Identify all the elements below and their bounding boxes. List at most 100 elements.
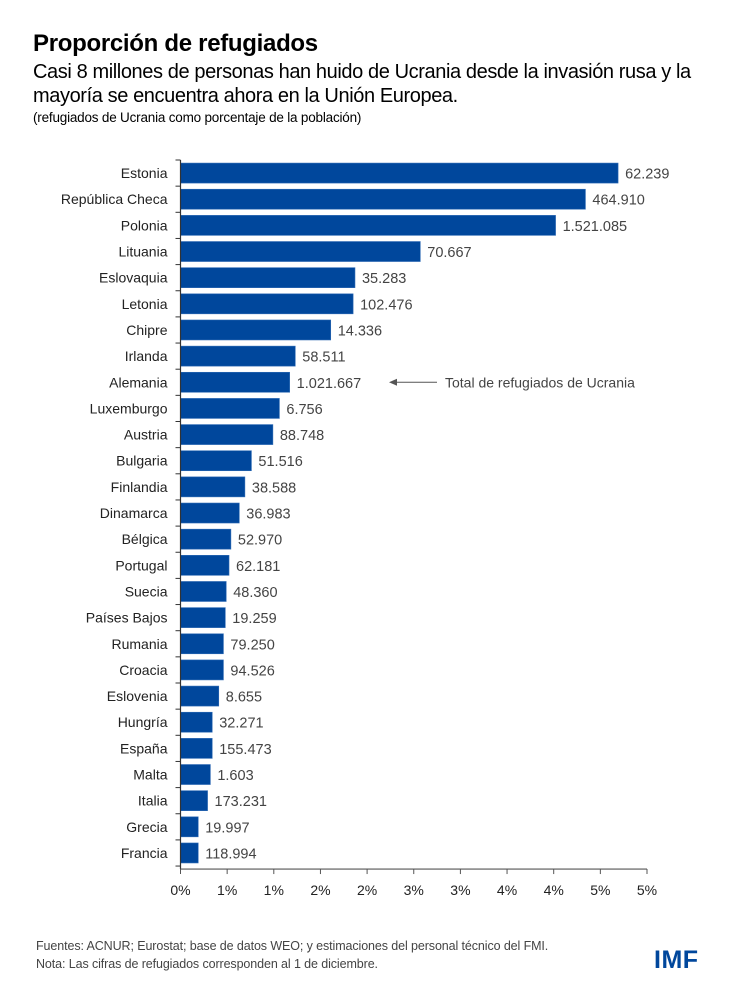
- bar-9: [180, 398, 280, 419]
- bar-18: [180, 633, 224, 655]
- imf-logo: IMF: [654, 946, 699, 974]
- bar-chart: Estonia República Checa Polonia Lituania Esl…: [61, 159, 669, 898]
- bar-12: [180, 476, 246, 498]
- bar-14: [180, 528, 232, 550]
- x-tick-label: 4%: [544, 882, 564, 898]
- category-label: Estonia: [121, 165, 168, 181]
- annotation-group: Total de refugiados de Ucrania: [389, 374, 635, 390]
- x-tick-label: 5%: [590, 882, 610, 898]
- category-label: Países Bajos: [86, 610, 168, 626]
- category-label: Chipre: [126, 322, 167, 338]
- category-label: Eslovaquia: [99, 270, 168, 286]
- category-label: Austria: [124, 427, 168, 443]
- data-label: 70.667: [427, 245, 471, 261]
- category-labels: Estonia República Checa Polonia Lituania Esl…: [61, 165, 168, 861]
- data-label: 51.516: [258, 454, 302, 470]
- data-label: 36.983: [246, 507, 290, 523]
- data-label: 464.910: [592, 193, 644, 209]
- sources-note: Fuentes: ACNUR; Eurostat; base de datos …: [36, 939, 549, 953]
- data-label: 38.588: [252, 480, 296, 496]
- bar-8: [180, 371, 290, 393]
- category-label: República Checa: [61, 191, 168, 207]
- category-label: Polonia: [121, 217, 168, 233]
- axes: 0% 1% 1% 2% 2% 3% 3% 4% 4% 5% 5%: [170, 159, 657, 898]
- bar-0: [180, 162, 619, 184]
- x-tick-label: 3%: [450, 882, 470, 898]
- arrow-left-icon: [389, 378, 397, 386]
- data-label: 1.521.085: [563, 219, 628, 235]
- data-label: 102.476: [360, 297, 412, 313]
- annotation-text: Total de refugiados de Ucrania: [445, 374, 635, 390]
- bar-3: [180, 241, 421, 262]
- bar-24: [180, 790, 208, 811]
- data-label: 88.748: [280, 428, 324, 444]
- data-label: 48.360: [233, 585, 277, 601]
- category-label: Italia: [138, 793, 168, 809]
- chart-subtitle: Casi 8 millones de personas han huido de…: [33, 61, 691, 107]
- bar-4: [180, 267, 356, 288]
- x-tick-label: 2%: [310, 882, 330, 898]
- bar-17: [180, 607, 226, 628]
- value-labels: 62.239 464.910 1.521.085 70.667 35.283 102.47…: [205, 167, 669, 863]
- category-label: Malta: [133, 767, 167, 783]
- category-label: Luxemburgo: [90, 400, 168, 416]
- bar-1: [180, 188, 586, 210]
- x-tick-label: 4%: [497, 882, 517, 898]
- category-label: Croacia: [119, 662, 167, 678]
- bar-20: [180, 685, 220, 707]
- category-label: Francia: [121, 845, 168, 861]
- category-label: Bélgica: [122, 531, 168, 547]
- bar-7: [180, 345, 296, 367]
- data-label: 35.283: [362, 271, 406, 287]
- category-label: Eslovenia: [107, 688, 168, 704]
- bar-25: [180, 816, 199, 838]
- data-label: 52.970: [238, 533, 282, 549]
- x-tick-label: 5%: [637, 882, 657, 898]
- data-label: 94.526: [230, 663, 274, 679]
- unit-note: (refugiados de Ucrania como porcentaje d…: [33, 110, 362, 125]
- bar-15: [180, 555, 230, 576]
- category-label: Lituania: [118, 244, 167, 260]
- data-label: 1.021.667: [297, 376, 362, 392]
- category-label: Bulgaria: [116, 453, 168, 469]
- category-label: Rumania: [111, 636, 167, 652]
- bar-2: [180, 215, 556, 236]
- category-label: Letonia: [122, 296, 168, 312]
- bar-21: [180, 711, 213, 733]
- bar-26: [180, 842, 199, 864]
- footer: Fuentes: ACNUR; Eurostat; base de datos …: [36, 937, 548, 973]
- category-label: Portugal: [115, 557, 167, 573]
- bar-5: [180, 293, 354, 315]
- bar-16: [180, 581, 227, 602]
- category-label: Hungría: [118, 714, 168, 730]
- data-label: 6.756: [286, 402, 322, 418]
- category-label: Irlanda: [125, 348, 168, 364]
- bar-6: [180, 319, 332, 341]
- chart-title: Proporción de refugiados: [33, 30, 318, 57]
- data-label: 62.239: [625, 167, 669, 183]
- data-label: 118.994: [205, 846, 256, 862]
- category-label: Alemania: [109, 374, 168, 390]
- footnote: Nota: Las cifras de refugiados correspon…: [36, 957, 378, 971]
- data-label: 14.336: [338, 323, 382, 339]
- data-label: 62.181: [236, 559, 280, 575]
- x-tick-label: 0%: [170, 882, 190, 898]
- category-label: Grecia: [126, 819, 167, 835]
- category-label: Suecia: [125, 583, 168, 599]
- data-label: 32.271: [219, 716, 263, 732]
- data-label: 8.655: [226, 690, 262, 706]
- bar-22: [180, 738, 213, 759]
- category-label: Dinamarca: [100, 505, 168, 521]
- bar-19: [180, 659, 224, 681]
- x-tick-label: 1%: [217, 882, 237, 898]
- bar-10: [180, 424, 274, 445]
- x-tick-label: 1%: [264, 882, 284, 898]
- x-tick-label: 3%: [404, 882, 424, 898]
- data-label: 58.511: [302, 350, 345, 366]
- data-label: 155.473: [219, 742, 271, 758]
- bar-13: [180, 502, 240, 524]
- bar-11: [180, 450, 252, 472]
- data-label: 1.603: [217, 768, 253, 784]
- category-label: España: [120, 740, 168, 756]
- category-label: Finlandia: [111, 479, 168, 495]
